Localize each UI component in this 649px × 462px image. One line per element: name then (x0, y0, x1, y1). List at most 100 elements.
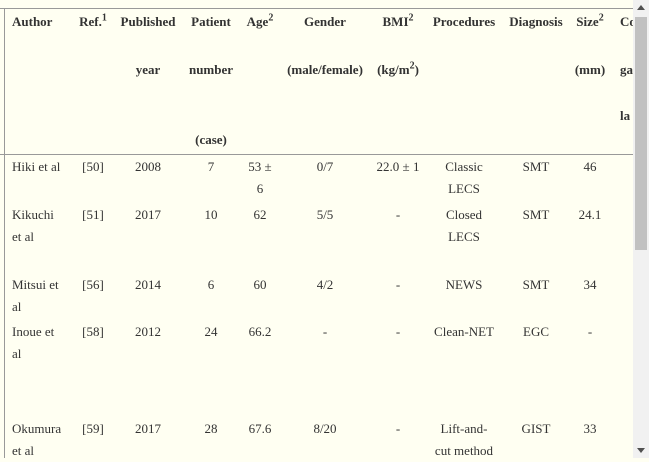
cell-text: EGC (523, 324, 549, 339)
cell-text: 46 (583, 159, 597, 174)
superscript: 2 (598, 12, 604, 24)
header-segment: Diagnosis (509, 14, 563, 29)
cell-text: - (395, 324, 401, 339)
header-text: (male/female) (287, 59, 363, 81)
cell-text: 22.0 ± 1 (376, 159, 420, 174)
cell-text: SMT (522, 207, 550, 222)
cell-text: - (587, 324, 593, 339)
header-text: Age2 (247, 11, 274, 33)
header-segment: Author (12, 14, 53, 29)
cell-text: 6 (256, 181, 264, 196)
header-segment: (kg/m (377, 62, 410, 77)
cell-text: 67.6 (248, 421, 272, 436)
cell-text: 24.1 (578, 207, 602, 222)
cell-text: 60 (253, 277, 267, 292)
header-text: Author (12, 11, 52, 33)
table-left-rule (4, 8, 5, 458)
header-segment: Gender (304, 14, 346, 29)
scroll-up-arrow[interactable] (637, 5, 645, 10)
superscript: 2 (409, 60, 415, 72)
cell-text: - (322, 324, 328, 339)
cell-text: Classic (445, 159, 483, 174)
cell-text: [56] (82, 277, 104, 292)
header-segment: (male/female) (287, 62, 363, 77)
cell-text: Clean-NET (434, 324, 494, 339)
cell-text: LECS (448, 181, 480, 196)
header-segment: Age (246, 14, 269, 29)
header-text: Procedures (433, 11, 495, 33)
scroll-down-arrow[interactable] (637, 448, 645, 453)
superscript: 1 (101, 12, 107, 24)
header-text: la (620, 105, 630, 127)
header-segment: Ref. (79, 14, 102, 29)
table: Author Ref.1 Published year Patient number (ca… (0, 8, 633, 458)
header-segment: ) (414, 62, 419, 77)
cell-text: Lift-and- (440, 421, 488, 436)
header-segment: Procedures (432, 14, 496, 29)
header-text: Gender (304, 11, 346, 33)
header-text: year (136, 59, 161, 81)
cell-text: al (12, 346, 22, 361)
cell-text: al (12, 299, 22, 314)
cell-text: GIST (521, 421, 551, 436)
cell-text: 4/2 (316, 277, 334, 292)
header-rule (0, 154, 633, 155)
cell-text: 8/20 (313, 421, 337, 436)
header-text: ga (620, 59, 633, 81)
header-text: (kg/m2) (377, 59, 419, 81)
cell-text: 28 (204, 421, 218, 436)
cell-text: 2014 (135, 277, 161, 292)
cell-text: 24 (204, 324, 218, 339)
header-segment: (case) (195, 132, 227, 147)
cell-text: 7 (207, 159, 215, 174)
cell-text: 2008 (135, 159, 161, 174)
superscript: 2 (408, 12, 414, 24)
cell-text: [50] (82, 159, 104, 174)
header-text: (mm) (575, 59, 605, 81)
scrollbar-graphic (635, 5, 647, 453)
header-text: BMI2 (383, 11, 414, 33)
cell-text: Kikuchi (12, 207, 54, 222)
cell-text: 0/7 (316, 159, 334, 174)
cell-text: 10 (204, 207, 218, 222)
header-segment: number (188, 62, 234, 77)
cell-text: 33 (583, 421, 597, 436)
cell-text: 5/5 (316, 207, 334, 222)
cell-text: SMT (522, 159, 550, 174)
superscript: 2 (268, 12, 274, 24)
cell-text: [51] (82, 207, 104, 222)
table-top-rule (0, 8, 633, 9)
cell-text: Okumura (12, 421, 62, 436)
header-text: Published (121, 11, 176, 33)
cell-text: 6 (207, 277, 215, 292)
cell-text: - (395, 421, 401, 436)
cell-text: [58] (82, 324, 104, 339)
header-segment: la (620, 108, 631, 123)
cell-text: NEWS (445, 277, 483, 292)
header-text: Size2 (576, 11, 603, 33)
header-segment: ga (620, 62, 633, 77)
header-text: number (189, 59, 233, 81)
header-text: Diagnosis (509, 11, 562, 33)
cell-text: 53 ± (248, 159, 272, 174)
cell-text: Mitsui et (12, 277, 59, 292)
header-segment: Size (576, 14, 599, 29)
cell-text: LECS (448, 229, 480, 244)
header-text: Co (620, 11, 633, 33)
cell-text: Closed (445, 207, 483, 222)
cell-text: Inoue et (12, 324, 55, 339)
cell-text: et al (12, 443, 35, 458)
header-text: Ref.1 (79, 11, 107, 33)
cell-text: cut method (434, 443, 494, 458)
cell-text: et al (12, 229, 35, 244)
cell-text: - (395, 277, 401, 292)
header-text: (case) (195, 129, 227, 151)
cell-text: SMT (522, 277, 550, 292)
cell-text: 2017 (135, 421, 161, 436)
header-segment: year (135, 62, 161, 77)
scrollbar[interactable] (633, 0, 649, 458)
cell-text: Hiki et al (12, 159, 61, 174)
header-segment: BMI (382, 14, 409, 29)
scroll-thumb[interactable] (635, 17, 647, 250)
